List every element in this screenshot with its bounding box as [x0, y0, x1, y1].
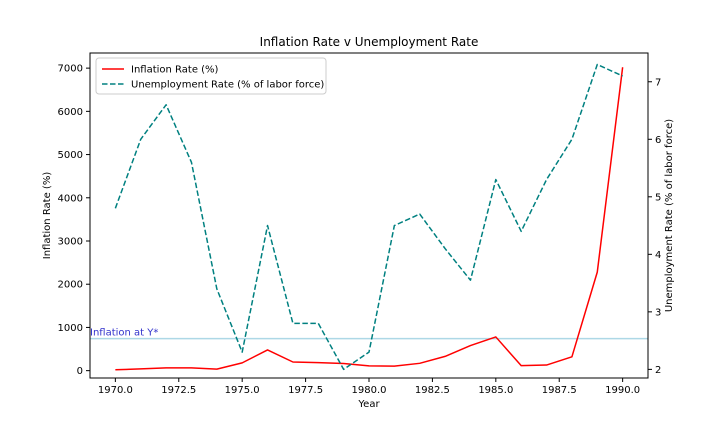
x-tick-label: 1977.5	[288, 385, 323, 396]
data-point-inflation	[165, 367, 167, 369]
data-point-inflation	[140, 368, 142, 370]
data-point-unemployment	[292, 322, 294, 324]
legend: Inflation Rate (%) Unemployment Rate (% …	[95, 57, 327, 95]
data-point-inflation	[419, 362, 421, 364]
data-point-inflation	[545, 364, 547, 366]
y-left-tick-label: 7000	[58, 64, 83, 75]
y-axis-left-title: Inflation Rate (%)	[42, 172, 53, 260]
data-point-inflation	[241, 362, 243, 364]
series-line-unemployment	[114, 63, 623, 371]
data-point-unemployment	[317, 322, 319, 324]
plot-area-frame	[89, 52, 649, 379]
series-group	[114, 63, 624, 371]
data-point-inflation	[368, 365, 370, 367]
reference-line-label: Inflation at Y*	[90, 328, 158, 339]
data-point-inflation	[342, 362, 344, 364]
y-axis-right-title: Unemployment Rate (% of labor force)	[664, 119, 675, 312]
legend-label-inflation: Inflation Rate (%)	[131, 65, 219, 76]
data-point-inflation	[216, 368, 218, 370]
x-tick-label: 1970.0	[98, 385, 133, 396]
data-point-unemployment	[444, 247, 446, 249]
y-left-tick-label: 0	[77, 366, 83, 377]
data-point-unemployment	[368, 351, 370, 353]
data-point-unemployment	[140, 138, 142, 140]
data-point-unemployment	[241, 351, 243, 353]
y-axis-right: 2 3 4 5 6 7	[648, 77, 661, 376]
y-right-tick-label: 4	[655, 250, 661, 261]
chart-title: Inflation Rate v Unemployment Rate	[260, 35, 479, 49]
y-left-tick-label: 5000	[58, 150, 83, 161]
data-point-inflation	[317, 361, 319, 363]
x-tick-label: 1982.5	[415, 385, 450, 396]
data-point-inflation	[393, 365, 395, 367]
data-point-inflation	[114, 369, 116, 371]
data-point-unemployment	[165, 104, 167, 106]
x-axis: 1970.0 1972.5 1975.0 1977.5 1980.0 1982.5 1985…	[98, 378, 640, 396]
x-tick-label: 1980.0	[352, 385, 387, 396]
data-point-unemployment	[571, 138, 573, 140]
data-point-inflation	[266, 349, 268, 351]
y-right-tick-label: 2	[655, 365, 661, 376]
y-right-tick-label: 5	[655, 192, 661, 203]
y-right-tick-label: 6	[655, 135, 661, 146]
data-point-inflation	[190, 367, 192, 369]
x-tick-label: 1985.0	[478, 385, 513, 396]
data-point-inflation	[469, 344, 471, 346]
data-point-unemployment	[621, 75, 623, 77]
y-right-tick-label: 3	[655, 307, 661, 318]
data-point-unemployment	[216, 288, 218, 290]
data-point-unemployment	[545, 178, 547, 180]
y-left-tick-label: 2000	[58, 280, 83, 291]
data-point-inflation	[292, 361, 294, 363]
legend-label-unemployment: Unemployment Rate (% of labor force)	[131, 80, 324, 91]
data-point-unemployment	[469, 279, 471, 281]
data-point-unemployment	[342, 368, 344, 370]
data-point-inflation	[596, 271, 598, 273]
x-tick-label: 1987.5	[542, 385, 577, 396]
data-point-unemployment	[266, 224, 268, 226]
x-tick-label: 1990.0	[605, 385, 640, 396]
data-point-inflation	[571, 356, 573, 358]
y-left-tick-label: 1000	[58, 323, 83, 334]
y-right-tick-label: 7	[655, 77, 661, 88]
data-point-unemployment	[114, 207, 116, 209]
data-point-unemployment	[190, 161, 192, 163]
data-point-unemployment	[393, 224, 395, 226]
legend-box	[95, 57, 327, 95]
data-point-unemployment	[596, 63, 598, 65]
y-left-tick-label: 6000	[58, 107, 83, 118]
x-tick-label: 1972.5	[161, 385, 196, 396]
y-axis-left: 0 1000 2000 3000 4000 5000 6000 7000	[58, 64, 90, 377]
data-point-unemployment	[520, 230, 522, 232]
series-line-inflation	[115, 67, 624, 371]
x-axis-title: Year	[357, 399, 380, 410]
data-point-unemployment	[495, 178, 497, 180]
data-point-inflation	[520, 364, 522, 366]
data-point-inflation	[495, 336, 497, 338]
data-point-unemployment	[419, 213, 421, 215]
data-point-inflation	[621, 66, 623, 68]
y-left-tick-label: 3000	[58, 236, 83, 247]
x-tick-label: 1975.0	[225, 385, 260, 396]
y-left-tick-label: 4000	[58, 193, 83, 204]
data-point-inflation	[444, 355, 446, 357]
